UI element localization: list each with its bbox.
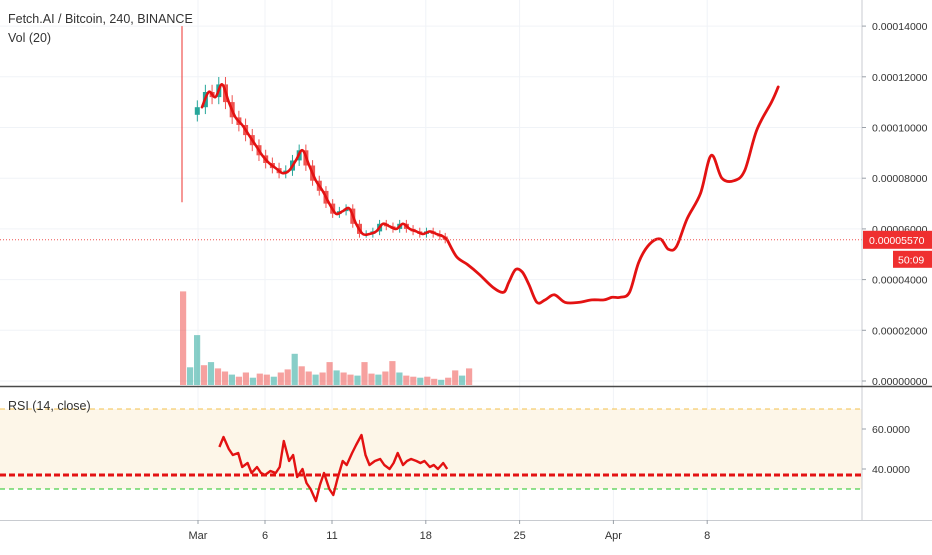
volume-bar [187, 367, 194, 385]
time-tick-label: 11 [326, 530, 337, 542]
time-tick-label: 8 [704, 530, 710, 542]
volume-bar [291, 353, 298, 385]
volume-bar [214, 368, 222, 385]
price-tick-label: 0.00010000 [872, 123, 928, 135]
volume-bar [228, 374, 235, 385]
volume-bar [207, 362, 215, 385]
volume-bar [200, 365, 208, 385]
price-tick-label: 0.00008000 [872, 173, 928, 185]
rsi-tick-label: 40.0000 [872, 464, 910, 476]
volume-bar [180, 291, 187, 385]
candle-body [194, 107, 200, 115]
price-tick-label: 0.00004000 [872, 275, 928, 287]
projection-line [445, 85, 780, 305]
volume-bar [312, 374, 319, 385]
current-price-label: 0.00005570 [869, 235, 925, 247]
countdown-badge-bg [893, 250, 932, 268]
rsi-tick-label: 60.0000 [872, 424, 910, 436]
rsi-band-fill [0, 409, 862, 489]
chart-title: Fetch.AI / Bitcoin, 240, BINANCE [8, 12, 193, 26]
time-tick-label: 25 [513, 530, 525, 542]
volume-bar [194, 335, 201, 385]
volume-bar [235, 376, 242, 385]
volume-bar [438, 379, 445, 385]
volume-bar [410, 376, 417, 385]
volume-bar [305, 371, 312, 385]
volume-bar [354, 375, 361, 385]
current-price-badge: 0.00005570 50:09 [863, 230, 932, 268]
volume-bar [431, 378, 438, 385]
rsi-line [218, 433, 449, 503]
volume-bar [333, 370, 340, 385]
price-tick-label: 0.00014000 [872, 21, 928, 33]
volume-bar [277, 372, 284, 385]
volume-bar [249, 377, 256, 385]
volume-bar [403, 375, 410, 385]
volume-bar [361, 362, 368, 385]
volume-bar [326, 362, 333, 385]
volume-bar [466, 368, 473, 385]
volume-bar [319, 372, 326, 385]
volume-bar [242, 372, 249, 385]
volume-bar [382, 371, 389, 385]
volume-bar [263, 374, 270, 385]
time-tick-label: Apr [605, 530, 622, 542]
volume-bars [180, 291, 473, 385]
volume-bar [445, 377, 452, 385]
volume-bar [452, 370, 459, 385]
volume-bar [340, 372, 347, 385]
price-axis-ticks: 0.00014000 0.00012000 0.00010000 0.00008000… [862, 21, 928, 388]
price-tick-label: 0.00000000 [872, 376, 928, 388]
time-tick-label: 6 [262, 530, 268, 542]
time-tick-label: 18 [420, 530, 432, 542]
time-tick-label: Mar [189, 530, 208, 542]
price-trend-line [200, 83, 449, 242]
volume-bar [368, 373, 375, 385]
volume-bar [389, 361, 396, 385]
volume-bar [459, 375, 466, 385]
volume-bar [347, 374, 354, 385]
time-axis-ticks: Mar 6 11 18 25 Apr 8 [189, 520, 710, 542]
price-tick-label: 0.00012000 [872, 72, 928, 84]
volume-bar [396, 372, 403, 385]
current-price-badge-bg [863, 230, 932, 249]
volume-bar [424, 376, 431, 385]
volume-bar [417, 377, 424, 385]
rsi-label: RSI (14, close) [8, 399, 91, 413]
volume-bar [284, 369, 291, 385]
volume-bar [375, 374, 382, 385]
volume-label: Vol (20) [8, 31, 51, 45]
volume-bar [221, 371, 229, 385]
volume-bar [270, 376, 277, 385]
price-tick-label: 0.00002000 [872, 325, 928, 337]
axes [0, 0, 932, 521]
candles [181, 26, 448, 244]
volume-bar [256, 373, 263, 385]
rsi-axis-ticks: 60.0000 40.0000 [862, 424, 910, 476]
volume-bar [298, 366, 305, 385]
countdown-label: 50:09 [898, 254, 924, 266]
